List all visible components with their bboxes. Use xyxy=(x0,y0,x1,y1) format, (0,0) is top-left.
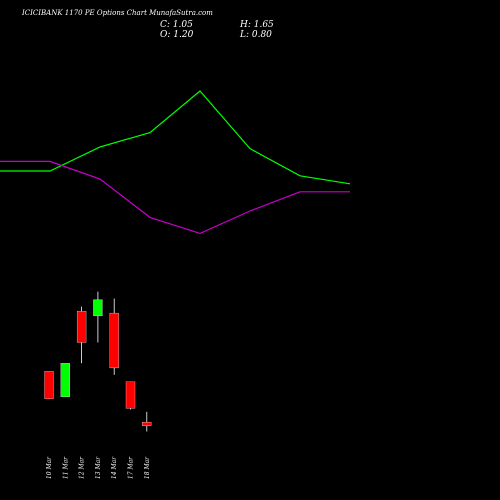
date-label: 11 Mar xyxy=(62,456,69,479)
open-value: O: 1.20 xyxy=(160,30,194,40)
candle-14-mar xyxy=(109,298,119,375)
date-label: 14 Mar xyxy=(111,456,118,479)
date-labels: 10 Mar 11 Mar 12 Mar 13 Mar 14 Mar 17 Mar 18 M… xyxy=(46,456,151,479)
candle-body xyxy=(76,311,87,343)
candle-11-mar xyxy=(60,363,70,397)
low-value: L: 0.80 xyxy=(240,30,272,40)
candle-body xyxy=(125,381,136,409)
candle-18-mar xyxy=(142,411,152,432)
close-value: C: 1.05 xyxy=(160,20,193,30)
candle-body xyxy=(60,363,70,397)
indicator-lines xyxy=(0,90,351,235)
candle-17-mar xyxy=(125,381,136,410)
candle-10-mar xyxy=(44,371,54,400)
candle-13-mar xyxy=(93,291,103,343)
date-label: 12 Mar xyxy=(79,456,86,479)
candle-body xyxy=(142,422,152,426)
high-value: H: 1.65 xyxy=(240,20,274,30)
date-label: 13 Mar xyxy=(95,456,102,479)
chart-title: ICICIBANK 1170 PE Options Chart MunafaSu… xyxy=(22,9,213,17)
date-label: 18 Mar xyxy=(144,456,151,479)
candle-body xyxy=(93,299,103,317)
date-label: 10 Mar xyxy=(46,456,53,479)
candle-body xyxy=(44,371,54,399)
candle-12-mar xyxy=(76,306,87,364)
indicator-line-0 xyxy=(0,90,351,185)
candlesticks xyxy=(44,291,152,432)
indicator-line-1 xyxy=(0,160,350,235)
date-label: 17 Mar xyxy=(128,456,135,479)
candle-body xyxy=(109,312,119,369)
